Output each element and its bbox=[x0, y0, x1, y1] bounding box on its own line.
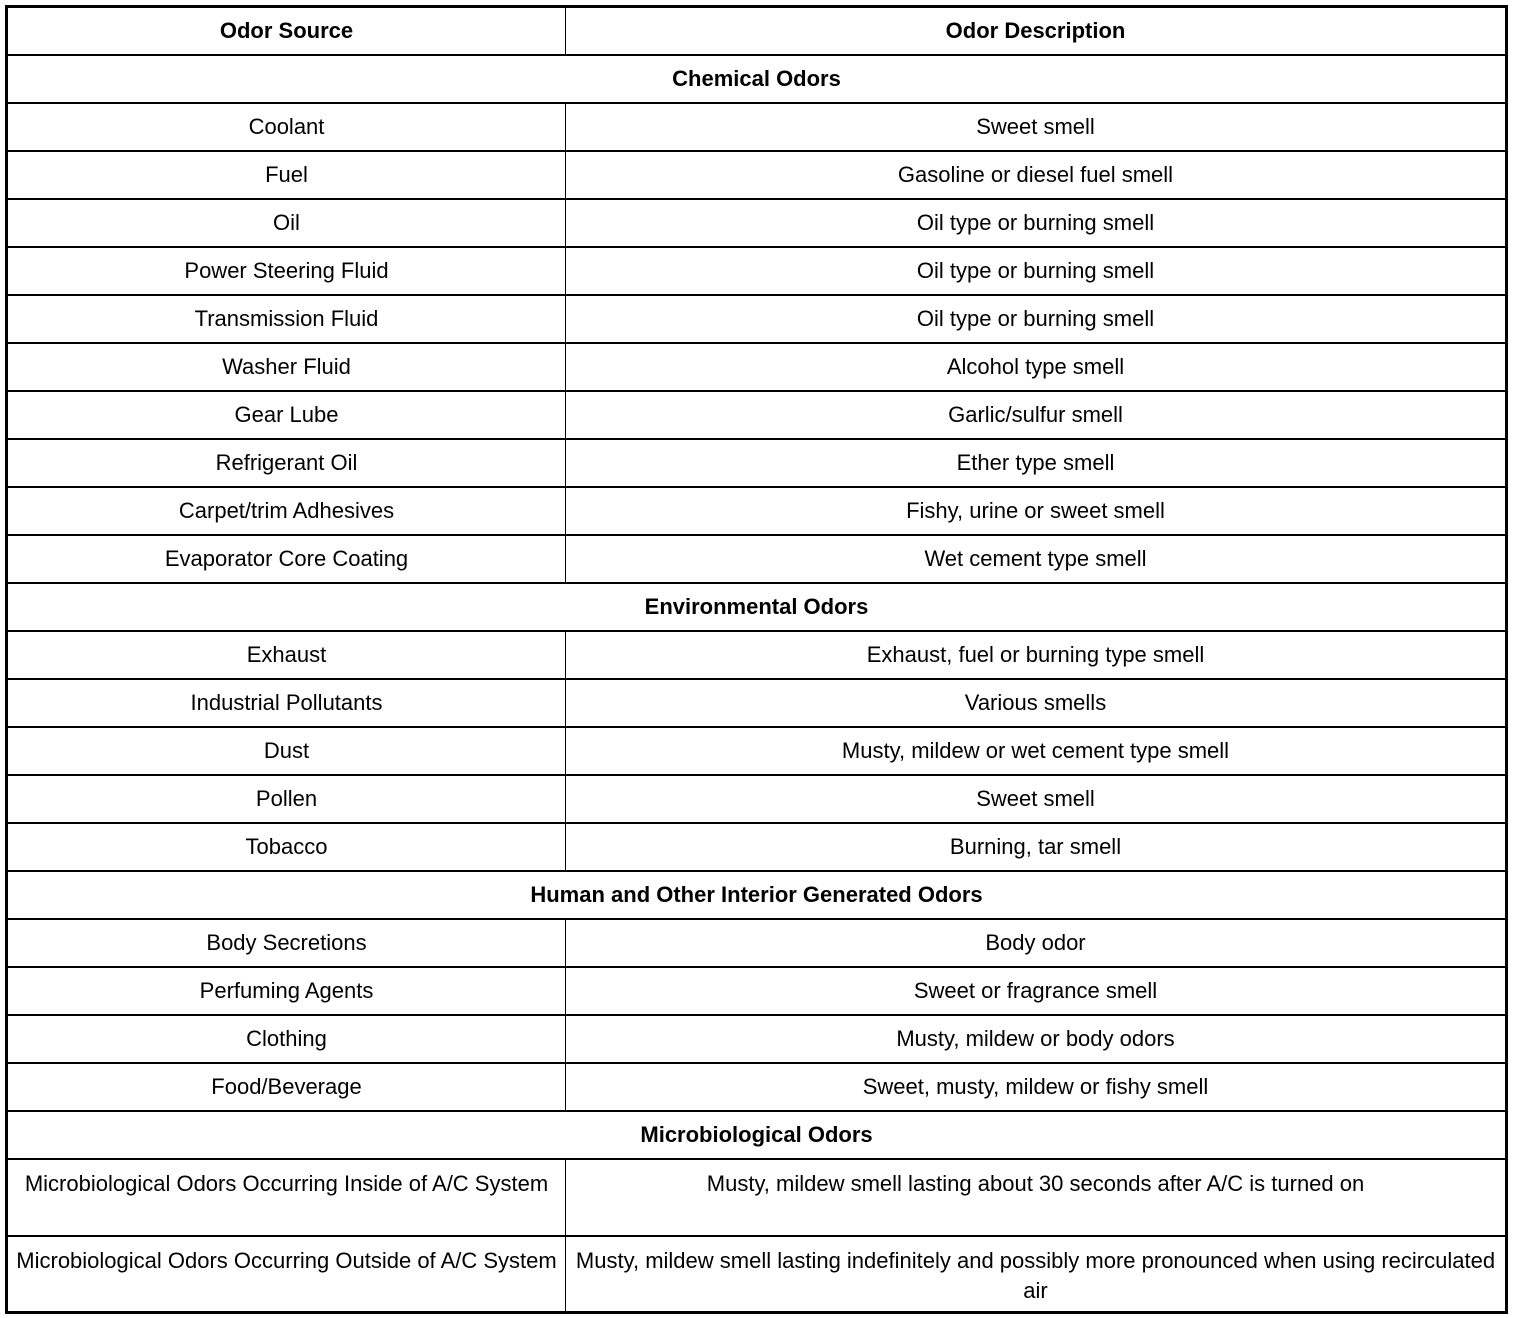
table-row: Food/Beverage Sweet, musty, mildew or fis… bbox=[6, 1061, 1507, 1112]
odor-description-cell: Wet cement type smell bbox=[565, 533, 1507, 584]
table-row: Dust Musty, mildew or wet cement type sme… bbox=[6, 725, 1507, 776]
odor-source-cell: Washer Fluid bbox=[6, 341, 566, 392]
section-title: Microbiological Odors bbox=[6, 1109, 1507, 1160]
section-title: Environmental Odors bbox=[6, 581, 1507, 632]
table-row: Gear Lube Garlic/sulfur smell bbox=[6, 389, 1507, 440]
odor-description-cell: Gasoline or diesel fuel smell bbox=[565, 149, 1507, 200]
table-row: Perfuming Agents Sweet or fragrance smell bbox=[6, 965, 1507, 1016]
odor-description-cell: Sweet, musty, mildew or fishy smell bbox=[565, 1061, 1507, 1112]
odor-source-cell: Body Secretions bbox=[6, 917, 566, 968]
table-row: Washer Fluid Alcohol type smell bbox=[6, 341, 1507, 392]
odor-description-cell: Ether type smell bbox=[565, 437, 1507, 488]
table-row: Clothing Musty, mildew or body odors bbox=[6, 1013, 1507, 1064]
table-row: Microbiological Odors Occurring Outside … bbox=[6, 1234, 1507, 1314]
header-row: Odor Source Odor Description bbox=[6, 5, 1507, 56]
odor-description-cell: Alcohol type smell bbox=[565, 341, 1507, 392]
section-title: Chemical Odors bbox=[6, 53, 1507, 104]
odor-source-cell: Dust bbox=[6, 725, 566, 776]
odor-source-cell: Microbiological Odors Occurring Outside … bbox=[6, 1234, 566, 1314]
odor-source-cell: Microbiological Odors Occurring Inside o… bbox=[6, 1157, 566, 1237]
section-row: Human and Other Interior Generated Odors bbox=[6, 869, 1507, 920]
odor-description-cell: Musty, mildew or body odors bbox=[565, 1013, 1507, 1064]
table-row: Carpet/trim Adhesives Fishy, urine or swe… bbox=[6, 485, 1507, 536]
odor-source-cell: Food/Beverage bbox=[6, 1061, 566, 1112]
odor-description-cell: Oil type or burning smell bbox=[565, 197, 1507, 248]
table-row: Tobacco Burning, tar smell bbox=[6, 821, 1507, 872]
odor-description-cell: Sweet smell bbox=[565, 101, 1507, 152]
table-row: Evaporator Core Coating Wet cement type s… bbox=[6, 533, 1507, 584]
odor-source-cell: Oil bbox=[6, 197, 566, 248]
odor-description-cell: Garlic/sulfur smell bbox=[565, 389, 1507, 440]
odor-description-cell: Fishy, urine or sweet smell bbox=[565, 485, 1507, 536]
section-row: Microbiological Odors bbox=[6, 1109, 1507, 1160]
odor-source-cell: Gear Lube bbox=[6, 389, 566, 440]
table-row: Microbiological Odors Occurring Inside o… bbox=[6, 1157, 1507, 1237]
odor-source-cell: Perfuming Agents bbox=[6, 965, 566, 1016]
odor-description-cell: Musty, mildew smell lasting indefinitely… bbox=[565, 1234, 1507, 1314]
odor-description-cell: Sweet smell bbox=[565, 773, 1507, 824]
table-row: Oil Oil type or burning smell bbox=[6, 197, 1507, 248]
odor-source-cell: Power Steering Fluid bbox=[6, 245, 566, 296]
section-row: Chemical Odors bbox=[6, 53, 1507, 104]
table-row: Transmission Fluid Oil type or burning sm… bbox=[6, 293, 1507, 344]
odor-description-cell: Oil type or burning smell bbox=[565, 293, 1507, 344]
header-odor-description: Odor Description bbox=[565, 5, 1507, 56]
table-row: Refrigerant Oil Ether type smell bbox=[6, 437, 1507, 488]
odor-source-cell: Coolant bbox=[6, 101, 566, 152]
table-row: Fuel Gasoline or diesel fuel smell bbox=[6, 149, 1507, 200]
odor-source-cell: Industrial Pollutants bbox=[6, 677, 566, 728]
odor-description-cell: Body odor bbox=[565, 917, 1507, 968]
header-odor-source: Odor Source bbox=[6, 5, 566, 56]
table-row: Coolant Sweet smell bbox=[6, 101, 1507, 152]
table-row: Pollen Sweet smell bbox=[6, 773, 1507, 824]
odor-source-cell: Transmission Fluid bbox=[6, 293, 566, 344]
odor-table: Odor Source Odor Description Chemical Od… bbox=[5, 5, 1508, 1314]
odor-source-cell: Refrigerant Oil bbox=[6, 437, 566, 488]
section-row: Environmental Odors bbox=[6, 581, 1507, 632]
table-row: Exhaust Exhaust, fuel or burning type sme… bbox=[6, 629, 1507, 680]
odor-source-cell: Fuel bbox=[6, 149, 566, 200]
odor-source-cell: Tobacco bbox=[6, 821, 566, 872]
table-row: Industrial Pollutants Various smells bbox=[6, 677, 1507, 728]
odor-source-cell: Exhaust bbox=[6, 629, 566, 680]
table-row: Power Steering Fluid Oil type or burning … bbox=[6, 245, 1507, 296]
section-title: Human and Other Interior Generated Odors bbox=[6, 869, 1507, 920]
odor-description-cell: Burning, tar smell bbox=[565, 821, 1507, 872]
odor-description-cell: Musty, mildew or wet cement type smell bbox=[565, 725, 1507, 776]
odor-source-cell: Evaporator Core Coating bbox=[6, 533, 566, 584]
odor-description-cell: Various smells bbox=[565, 677, 1507, 728]
odor-description-cell: Sweet or fragrance smell bbox=[565, 965, 1507, 1016]
odor-description-cell: Exhaust, fuel or burning type smell bbox=[565, 629, 1507, 680]
odor-source-cell: Pollen bbox=[6, 773, 566, 824]
odor-source-cell: Carpet/trim Adhesives bbox=[6, 485, 566, 536]
odor-source-cell: Clothing bbox=[6, 1013, 566, 1064]
odor-description-cell: Musty, mildew smell lasting about 30 sec… bbox=[565, 1157, 1507, 1237]
table-row: Body Secretions Body odor bbox=[6, 917, 1507, 968]
odor-description-cell: Oil type or burning smell bbox=[565, 245, 1507, 296]
